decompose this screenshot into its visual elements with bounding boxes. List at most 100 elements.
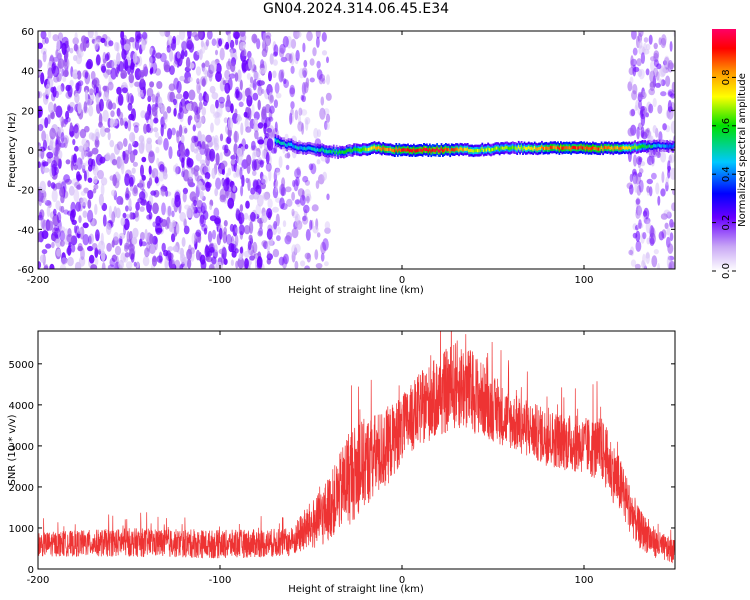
noise-cell	[667, 243, 674, 255]
noise-cell	[82, 40, 87, 52]
noise-cell	[631, 31, 637, 40]
noise-cell	[112, 118, 118, 127]
noise-cell	[316, 159, 321, 165]
noise-cell	[160, 104, 166, 114]
noise-cell	[88, 233, 94, 245]
spectrogram-cells	[38, 31, 675, 269]
y-tick-label: 0	[28, 146, 34, 157]
noise-cell	[281, 69, 285, 79]
signal-cell	[558, 147, 561, 151]
noise-cell	[125, 205, 129, 212]
noise-cell	[140, 231, 145, 241]
noise-cell	[78, 145, 84, 152]
snr-xlabel: Height of straight line (km)	[288, 584, 424, 595]
noise-cell	[169, 259, 176, 269]
noise-cell	[107, 264, 115, 269]
noise-cell	[67, 84, 73, 98]
noise-cell	[163, 138, 169, 151]
signal-cell	[287, 142, 290, 146]
noise-cell	[103, 91, 108, 102]
signal-cell	[673, 143, 675, 147]
noise-cell	[642, 232, 647, 240]
noise-cell	[154, 176, 159, 184]
noise-cell	[273, 220, 277, 230]
signal-cell	[360, 148, 363, 152]
noise-cell	[133, 184, 138, 194]
noise-cell	[219, 152, 223, 161]
signal-cell	[293, 145, 296, 149]
noise-cell	[75, 201, 81, 212]
noise-cell	[152, 202, 159, 215]
noise-cell	[179, 112, 184, 123]
signal-cell	[663, 144, 666, 148]
noise-cell	[141, 138, 145, 151]
spectrogram-xlabel: Height of straight line (km)	[288, 285, 424, 296]
noise-cell	[203, 163, 211, 176]
signal-cell	[351, 149, 354, 153]
noise-cell	[253, 111, 260, 121]
noise-cell	[193, 209, 200, 219]
noise-cell	[668, 153, 675, 164]
noise-cell	[252, 79, 257, 91]
signal-cell	[606, 146, 609, 150]
noise-cell	[78, 215, 82, 224]
noise-cell	[205, 39, 210, 47]
noise-cell	[140, 164, 144, 177]
noise-cell	[175, 93, 183, 100]
noise-cell	[266, 138, 274, 151]
noise-cell	[61, 36, 69, 47]
noise-cell	[180, 134, 185, 143]
signal-cell	[315, 148, 318, 152]
noise-cell	[93, 39, 99, 51]
noise-cell	[308, 163, 314, 171]
signal-cell	[420, 148, 422, 152]
noise-cell	[70, 244, 76, 253]
noise-cell	[206, 69, 214, 78]
noise-cell	[51, 189, 58, 203]
noise-cell	[250, 249, 256, 261]
noise-cell	[136, 33, 143, 40]
noise-cell	[124, 121, 128, 129]
noise-cell	[184, 50, 188, 57]
noise-cell	[315, 31, 321, 39]
noise-cell	[153, 117, 159, 124]
noise-cell	[246, 72, 251, 80]
noise-cell	[199, 49, 203, 61]
noise-cell	[195, 152, 203, 162]
noise-cell	[293, 179, 299, 192]
noise-cell	[199, 190, 204, 200]
noise-cell	[631, 90, 638, 101]
noise-cell	[229, 39, 235, 49]
signal-cell	[565, 146, 568, 150]
signal-cell	[308, 146, 310, 150]
noise-cell	[111, 159, 118, 166]
noise-cell	[238, 252, 243, 260]
noise-cell	[305, 193, 312, 202]
noise-cell	[238, 224, 245, 236]
noise-cell	[111, 102, 117, 110]
noise-cell	[187, 176, 194, 187]
noise-cell	[671, 81, 675, 93]
noise-cell	[178, 124, 183, 138]
noise-cell	[301, 95, 306, 103]
noise-cell	[166, 45, 171, 53]
signal-cell	[375, 146, 377, 150]
noise-cell	[128, 73, 135, 84]
noise-cell	[42, 50, 47, 63]
signal-cell	[533, 146, 536, 150]
noise-cell	[215, 216, 221, 227]
noise-cell	[230, 49, 234, 58]
noise-cell	[124, 242, 130, 250]
colorbar: 0.0 0.2 0.4 0.6 0.8 Normalized spectral ampl…	[712, 29, 748, 279]
noise-cell	[62, 76, 67, 82]
noise-cell	[53, 208, 57, 216]
noise-cell	[207, 250, 213, 257]
y-tick-label: -60	[18, 265, 34, 276]
noise-cell	[665, 176, 669, 186]
noise-cell	[104, 127, 111, 133]
noise-cell	[157, 136, 163, 146]
signal-cell	[651, 144, 654, 149]
noise-cell	[83, 142, 89, 151]
noise-cell	[256, 256, 263, 268]
noise-cell	[124, 173, 130, 187]
